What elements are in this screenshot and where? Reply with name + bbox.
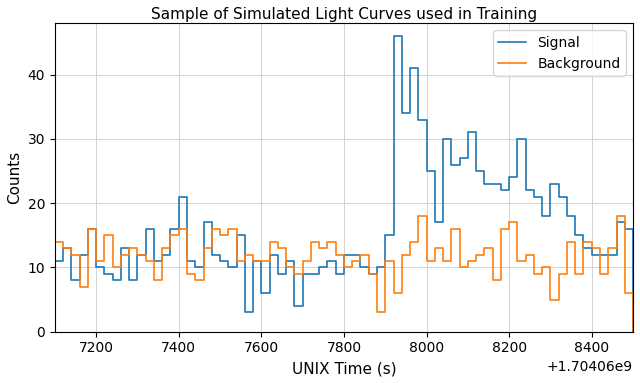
X-axis label: UNIX Time (s): UNIX Time (s) bbox=[292, 361, 396, 376]
Title: Sample of Simulated Light Curves used in Training: Sample of Simulated Light Curves used in… bbox=[151, 7, 537, 22]
Background bbox=[134, 246, 141, 250]
Signal bbox=[629, 227, 637, 231]
Background bbox=[422, 214, 430, 218]
Signal bbox=[588, 246, 596, 250]
Background bbox=[332, 239, 340, 244]
Signal bbox=[68, 246, 76, 250]
Signal bbox=[398, 34, 406, 38]
Background bbox=[68, 246, 76, 250]
Signal bbox=[612, 252, 620, 257]
Signal bbox=[134, 278, 141, 283]
Signal bbox=[415, 66, 422, 70]
Background bbox=[629, 291, 637, 296]
Background bbox=[588, 239, 596, 244]
Legend: Signal, Background: Signal, Background bbox=[493, 30, 626, 76]
Signal bbox=[249, 310, 257, 315]
Background bbox=[612, 246, 620, 250]
Signal bbox=[340, 272, 348, 276]
Y-axis label: Counts: Counts bbox=[7, 151, 22, 204]
Background bbox=[381, 310, 389, 315]
Background bbox=[406, 252, 414, 257]
Signal bbox=[51, 259, 59, 264]
Line: Signal: Signal bbox=[55, 36, 633, 313]
Background bbox=[51, 239, 59, 244]
Line: Background: Background bbox=[55, 216, 633, 313]
